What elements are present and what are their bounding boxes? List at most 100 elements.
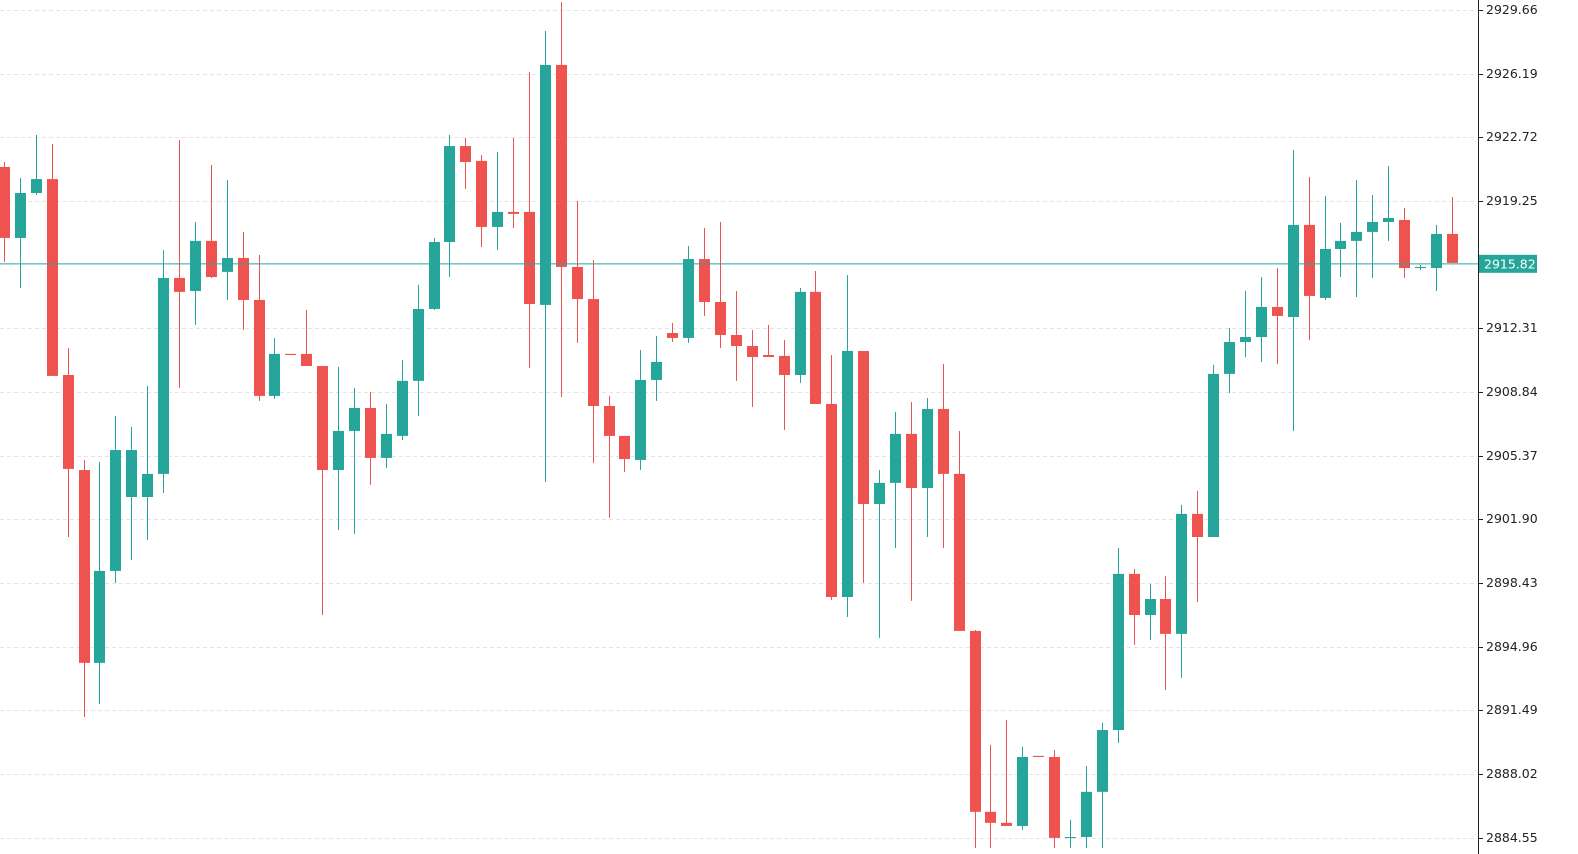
y-tick-label: 2884.55: [1486, 830, 1538, 845]
candle-body: [429, 241, 440, 309]
candle-body: [460, 146, 471, 163]
y-tick-label: 2888.02: [1486, 766, 1538, 781]
candle-body: [1447, 233, 1458, 263]
candle-body: [254, 299, 265, 396]
candle-body: [1081, 791, 1092, 837]
candle-body: [683, 259, 694, 338]
candle-body: [619, 435, 630, 460]
candle-body: [588, 299, 599, 407]
y-tick-label: 2905.37: [1486, 448, 1538, 463]
candle-body: [667, 332, 678, 338]
y-tick-label: 2908.84: [1486, 384, 1538, 399]
candle-body: [508, 211, 519, 214]
candle-body: [970, 630, 981, 812]
candle-body: [47, 179, 58, 376]
candle-body: [858, 350, 869, 504]
candle-body: [1335, 240, 1346, 249]
y-tick-label: 2919.25: [1486, 193, 1538, 208]
candle-body: [1304, 224, 1315, 296]
candle-body: [1383, 217, 1394, 222]
candle-body: [1017, 756, 1028, 826]
candle-body: [142, 473, 153, 498]
candle-body: [763, 355, 774, 358]
last-price-label: 2915.82: [1484, 256, 1536, 271]
candle-body: [1367, 221, 1378, 232]
candle-body: [747, 346, 758, 358]
candle-body: [715, 301, 726, 336]
candle-body: [444, 146, 455, 242]
candle-body: [1288, 224, 1299, 318]
candle-body: [0, 166, 10, 238]
candle-body: [317, 366, 328, 471]
candle-body: [110, 450, 121, 571]
candle-body: [349, 408, 360, 431]
candle-body: [222, 257, 233, 272]
candle-body: [269, 353, 280, 396]
candle-body: [779, 355, 790, 376]
candle-body: [1240, 337, 1251, 342]
candle-body: [1160, 599, 1171, 634]
y-tick-label: 2891.49: [1486, 702, 1538, 717]
candle-body: [1176, 513, 1187, 634]
candle-body: [810, 291, 821, 404]
candle-body: [381, 433, 392, 458]
candle-body: [1224, 341, 1235, 374]
candle-body: [1129, 573, 1140, 615]
candle-body: [1113, 573, 1124, 731]
candle-body: [285, 353, 296, 356]
y-tick-label: 2901.90: [1486, 511, 1538, 526]
candle-body: [158, 277, 169, 474]
candle-body: [190, 240, 201, 291]
candle-body: [731, 335, 742, 347]
candle-body: [1431, 233, 1442, 269]
candle-body: [1001, 822, 1012, 826]
candle-body: [1320, 248, 1331, 298]
candle-body: [1351, 231, 1362, 241]
candle-body: [635, 379, 646, 460]
candle-body: [15, 193, 26, 238]
candle-body: [1399, 219, 1410, 269]
candle-body: [31, 179, 42, 194]
candle-body: [699, 259, 710, 302]
candle-body: [174, 277, 185, 292]
candle-body: [938, 408, 949, 474]
candle-body: [556, 64, 567, 267]
y-tick-label: 2898.43: [1486, 575, 1538, 590]
candle-body: [397, 380, 408, 436]
candle-body: [604, 406, 615, 436]
candle-body: [1208, 373, 1219, 538]
candle-body: [524, 211, 535, 305]
candle-body: [922, 408, 933, 489]
candle-body: [874, 482, 885, 504]
candle-body: [1192, 513, 1203, 538]
candle-body: [1145, 599, 1156, 615]
candle-body: [365, 408, 376, 458]
candle-body: [476, 160, 487, 227]
candle-body: [333, 430, 344, 471]
candle-body: [1272, 306, 1283, 316]
candle-body: [63, 375, 74, 469]
candle-body: [651, 361, 662, 380]
candle-body: [1033, 755, 1044, 757]
candle-body: [540, 64, 551, 305]
candle-body: [238, 257, 249, 300]
y-tick-label: 2912.31: [1486, 320, 1538, 335]
candle-body: [890, 433, 901, 483]
candle-body: [1065, 836, 1076, 838]
candle-body: [906, 433, 917, 489]
y-tick-label: 2894.96: [1486, 639, 1538, 654]
candle-body: [842, 350, 853, 597]
candle-body: [79, 470, 90, 663]
candle-body: [795, 291, 806, 376]
y-tick-label: 2926.19: [1486, 66, 1538, 81]
candle-body: [301, 353, 312, 367]
candle-body: [1256, 306, 1267, 338]
candle-body: [1415, 266, 1426, 269]
candle-body: [413, 308, 424, 381]
candle-body: [1049, 756, 1060, 838]
candle-body: [126, 450, 137, 498]
candle-body: [954, 473, 965, 631]
candle-body: [94, 570, 105, 663]
